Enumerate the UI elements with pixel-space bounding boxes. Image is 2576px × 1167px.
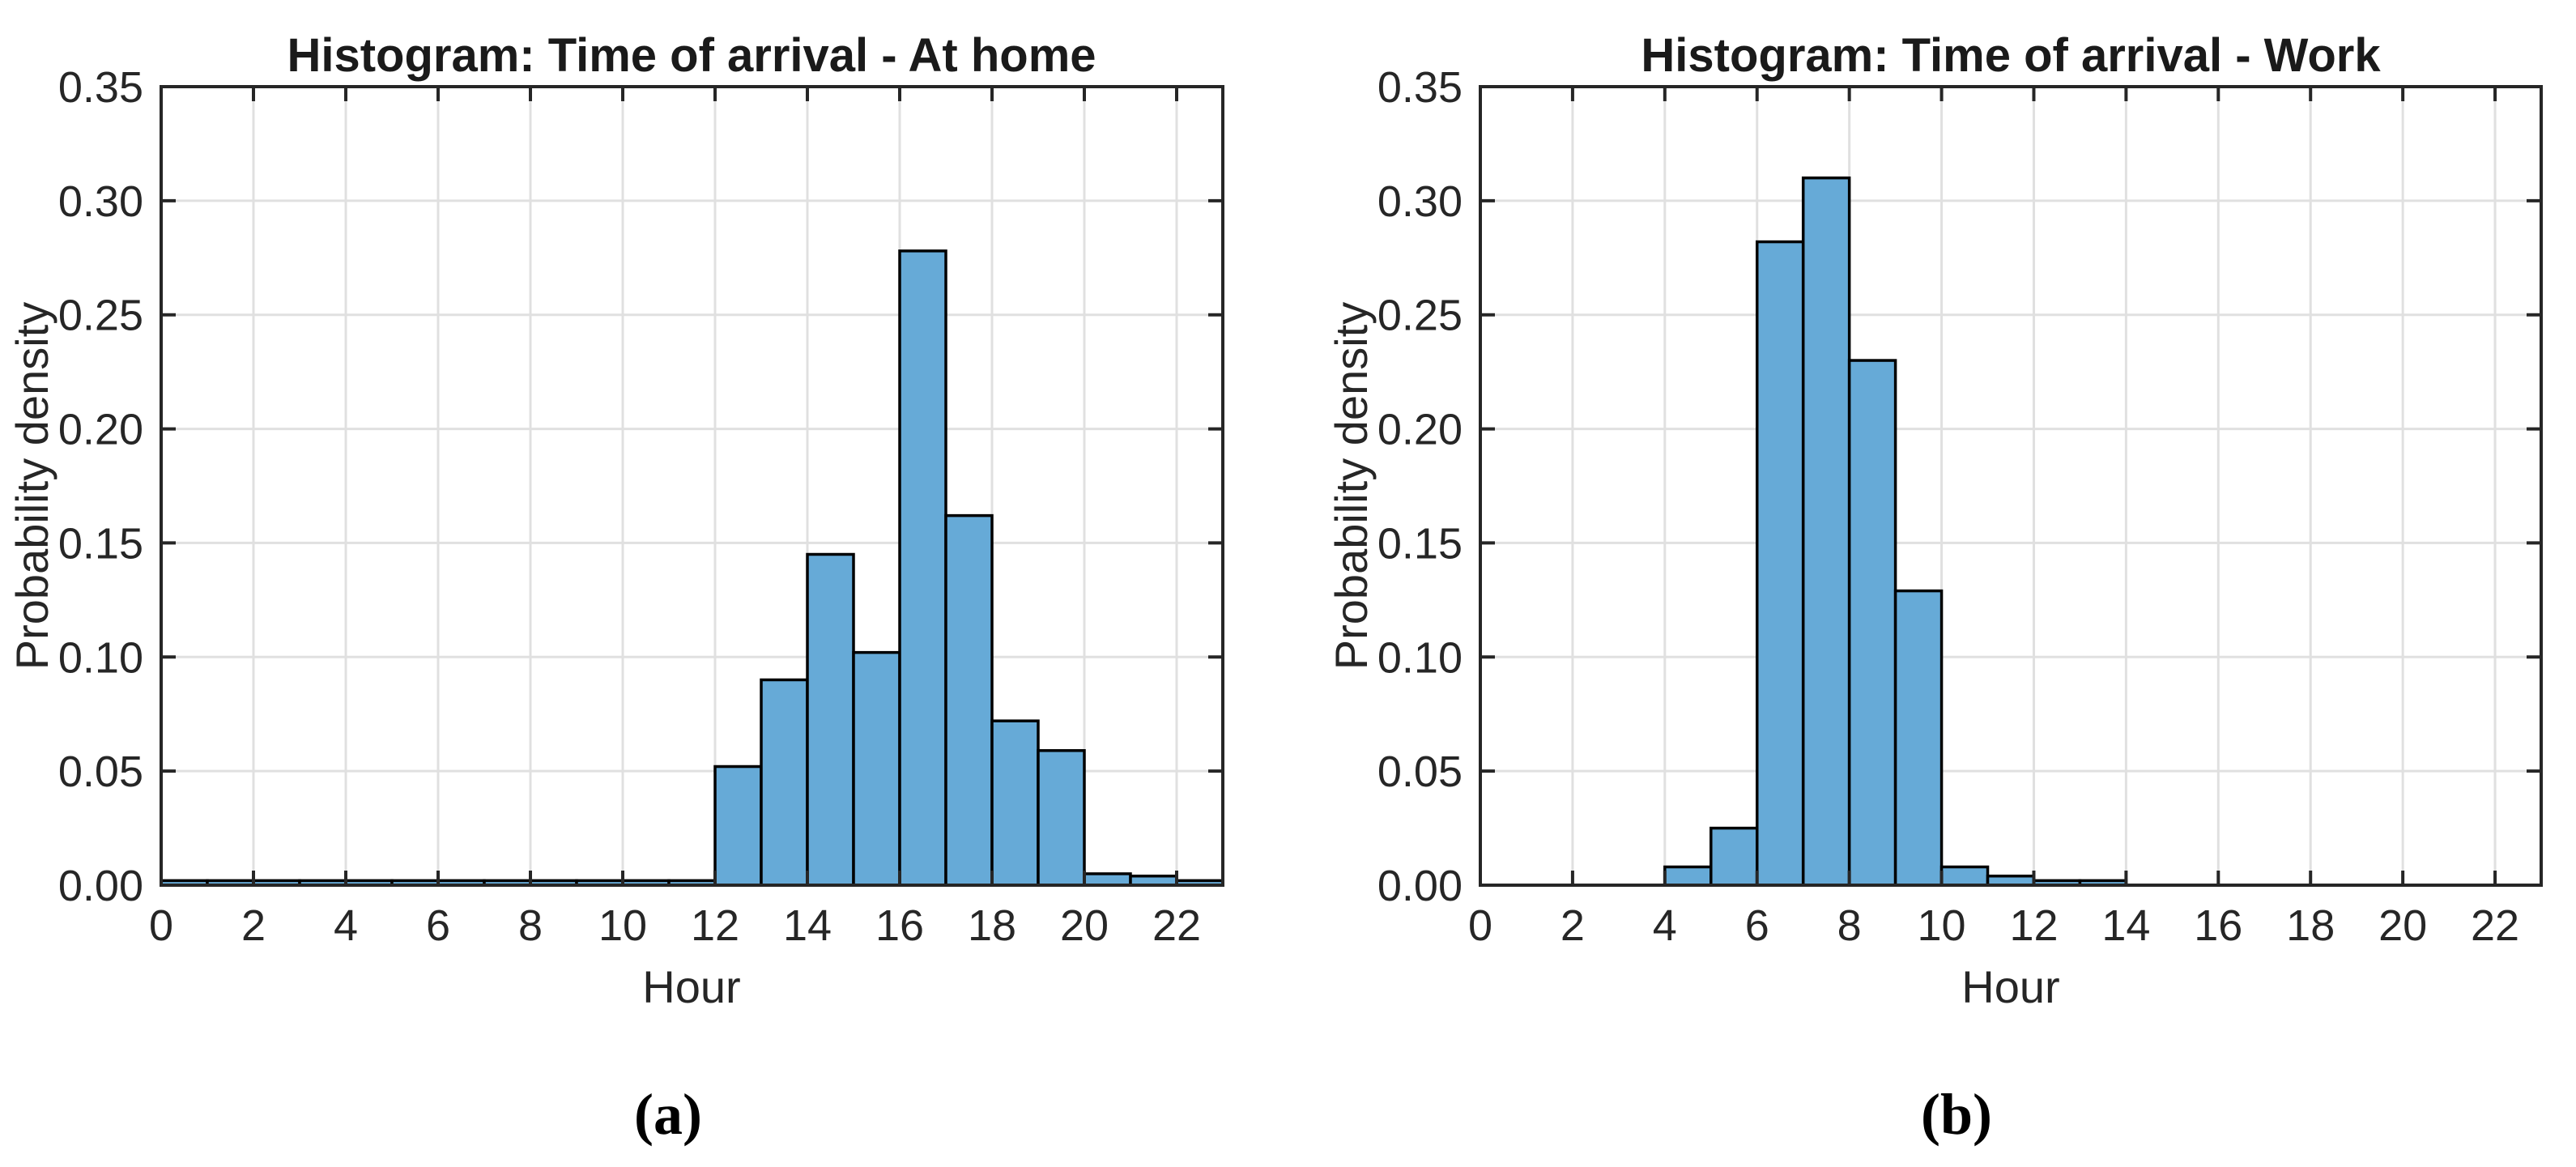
y-tick-label: 0.05 (58, 747, 143, 796)
x-tick-label: 8 (518, 901, 543, 950)
histogram-bar (1710, 826, 1759, 887)
y-tick-label: 0.20 (58, 406, 143, 454)
y-axis-label: Probability density (6, 302, 57, 670)
x-axis-label: Hour (642, 961, 740, 1012)
x-tick-label: 18 (2286, 901, 2335, 950)
y-tick-label: 0.25 (1377, 292, 1463, 340)
x-tick-label: 20 (1060, 901, 1109, 950)
x-tick-label: 10 (1918, 901, 1966, 950)
plot-box (1479, 85, 2543, 887)
x-tick-label: 2 (241, 901, 266, 950)
y-tick-label: 0.35 (1377, 63, 1463, 112)
plot-box (160, 85, 1224, 887)
histogram-bar (852, 650, 901, 887)
histogram-at-home-chart: 0 2 4 6 8 10 12 14 16 18 20 22 0.00 0.05 0.10 0.15 0.20 0… (6, 29, 1224, 1147)
x-tick-label: 2 (1561, 901, 1585, 950)
y-tick-label: 0.10 (58, 633, 143, 682)
y-tick-label: 0.25 (58, 292, 143, 340)
histogram-bar (1847, 359, 1897, 887)
x-tick-label: 14 (783, 901, 832, 950)
y-tick-label: 0.00 (1377, 862, 1463, 910)
y-tick-label: 0.05 (1377, 747, 1463, 796)
x-tick-label: 10 (598, 901, 647, 950)
bars (1663, 176, 2128, 887)
histogram-work-chart: 0 2 4 6 8 10 12 14 16 18 20 22 0.00 0.05 0.10 0.15 0.20 0… (1326, 29, 2543, 1147)
panel-letter-b: (b) (1921, 1082, 1992, 1147)
tick-labels: 0 2 4 6 8 10 12 14 16 18 20 22 0.00 0.05 0.10 0.15 0.20 0… (1377, 63, 2519, 950)
y-tick-label: 0.30 (58, 177, 143, 226)
histogram-bar (1037, 749, 1086, 887)
tick-labels: 0 2 4 6 8 10 12 14 16 18 20 22 0.00 0.05 0.10 0.15 0.20 0… (58, 63, 1201, 950)
y-tick-label: 0.00 (58, 862, 143, 910)
y-tick-label: 0.10 (1377, 633, 1463, 682)
x-tick-label: 8 (1837, 901, 1862, 950)
histogram-bar (944, 513, 994, 887)
x-tick-label: 0 (149, 901, 173, 950)
x-axis-label: Hour (1961, 961, 2059, 1012)
axes-box (160, 85, 1224, 887)
histogram-bar (1083, 872, 1132, 887)
x-tick-label: 4 (1653, 901, 1677, 950)
x-tick-label: 16 (2194, 901, 2242, 950)
histogram-bar (1893, 589, 1944, 887)
histogram-bar (1755, 240, 1805, 887)
x-tick-label: 22 (2471, 901, 2519, 950)
axes-box (1479, 85, 2543, 887)
chart-title: Histogram: Time of arrival - Work (1641, 29, 2381, 82)
bars (160, 249, 1224, 887)
histogram-bar (713, 765, 763, 887)
grid-lines (1480, 87, 2541, 885)
histogram-bar (898, 249, 947, 887)
panel-letter-a: (a) (634, 1082, 702, 1147)
x-tick-label: 22 (1152, 901, 1201, 950)
x-tick-label: 12 (2009, 901, 2058, 950)
x-tick-label: 6 (426, 901, 450, 950)
y-tick-label: 0.15 (58, 519, 143, 568)
x-tick-label: 20 (2378, 901, 2427, 950)
x-tick-label: 18 (968, 901, 1016, 950)
x-tick-label: 12 (691, 901, 739, 950)
y-tick-label: 0.20 (1377, 406, 1463, 454)
histogram-bar (1663, 865, 1713, 887)
chart-title: Histogram: Time of arrival - At home (287, 29, 1096, 82)
histogram-bar (806, 552, 855, 887)
grid-lines (161, 87, 1223, 885)
histogram-bar (990, 719, 1040, 887)
y-tick-label: 0.15 (1377, 519, 1463, 568)
x-tick-label: 0 (1468, 901, 1492, 950)
histogram-bar (1939, 865, 1990, 887)
histogram-bar (760, 678, 809, 887)
x-tick-label: 4 (334, 901, 358, 950)
y-tick-label: 0.30 (1377, 177, 1463, 226)
x-tick-label: 16 (875, 901, 924, 950)
x-tick-label: 14 (2101, 901, 2150, 950)
y-axis-label: Probability density (1326, 302, 1377, 670)
y-tick-label: 0.35 (58, 63, 143, 112)
x-tick-label: 6 (1745, 901, 1769, 950)
histogram-bar (1801, 176, 1851, 887)
